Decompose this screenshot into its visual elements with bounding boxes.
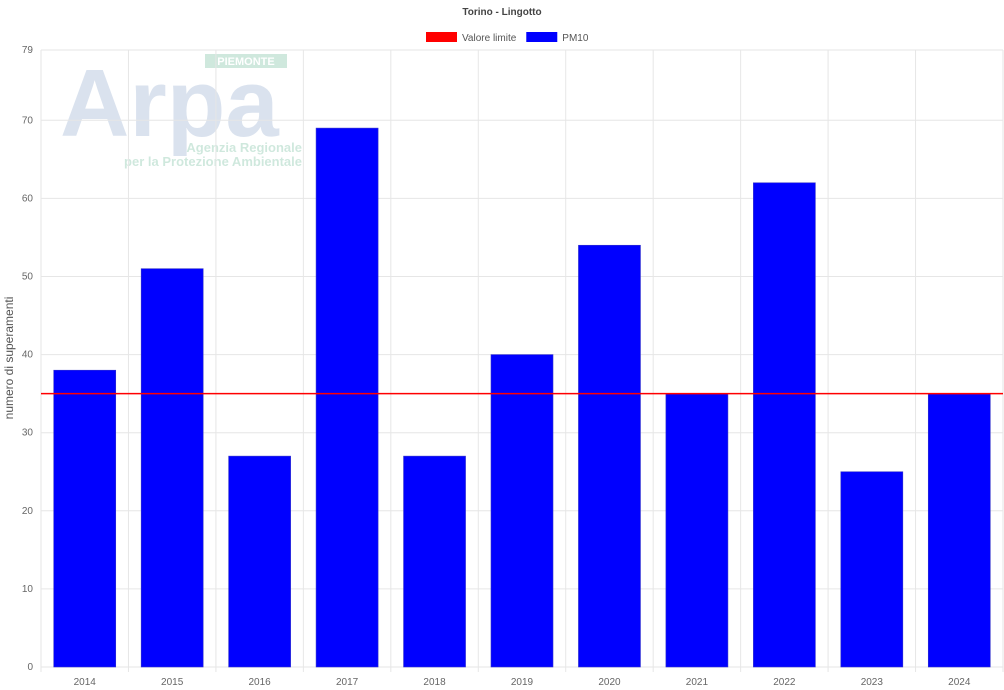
bar-2024 (927, 393, 991, 668)
y-tick-label: 20 (22, 506, 34, 517)
bar-2018 (403, 455, 466, 668)
y-tick-label: 0 (27, 662, 33, 673)
bar-2014 (53, 369, 117, 668)
x-tick-label: 2021 (686, 677, 709, 688)
bar-2023 (840, 471, 904, 668)
bar-2019 (490, 354, 554, 668)
bar-2021 (665, 393, 729, 668)
x-tick-label: 2017 (336, 677, 359, 688)
y-tick-label: 40 (22, 350, 34, 361)
x-tick-label: 2014 (74, 677, 97, 688)
x-tick-label: 2016 (249, 677, 272, 688)
chart-title: Torino - Lingotto (462, 7, 541, 18)
y-tick-label: 50 (22, 271, 34, 282)
bar-2015 (140, 268, 204, 668)
x-tick-label: 2018 (423, 677, 446, 688)
y-tick-label: 79 (22, 45, 34, 56)
x-tick-label: 2020 (598, 677, 621, 688)
x-tick-label: 2022 (773, 677, 796, 688)
legend-label: PM10 (562, 33, 589, 44)
watermark-badge-text: PIEMONTE (217, 56, 274, 68)
legend-label: Valore limite (462, 33, 517, 44)
watermark-line1: Agenzia Regionale (186, 140, 302, 155)
legend: Valore limite PM10 (426, 32, 589, 44)
bar-2022 (753, 182, 816, 668)
y-tick-label: 60 (22, 193, 34, 204)
x-tick-label: 2023 (861, 677, 884, 688)
x-tick-label: 2024 (948, 677, 971, 688)
x-tick-label: 2015 (161, 677, 184, 688)
y-axis-label: numero di superamenti (2, 297, 16, 420)
legend-swatch-pm10 (526, 32, 558, 42)
watermark-line2: per la Protezione Ambientale (124, 154, 302, 169)
bar-2017 (315, 127, 379, 668)
arpa-watermark-logo: Arpa PIEMONTE Agenzia Regionale per la P… (60, 50, 302, 169)
legend-swatch-valore-limite (426, 32, 457, 42)
bar-2016 (228, 455, 291, 668)
y-tick-label: 30 (22, 428, 34, 439)
x-tick-label: 2019 (511, 677, 534, 688)
watermark-badge (205, 54, 287, 68)
watermark-logo-text: Arpa (60, 50, 279, 157)
y-tick-label: 70 (22, 115, 34, 126)
bar-2020 (578, 244, 641, 668)
y-tick-label: 10 (22, 584, 34, 595)
